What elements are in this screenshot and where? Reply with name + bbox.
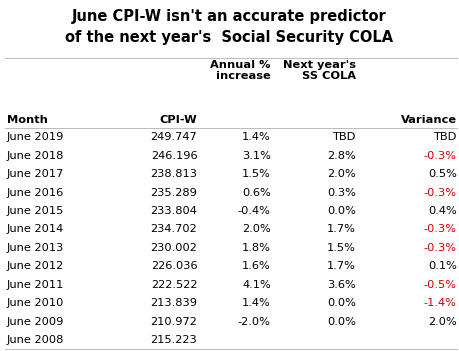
Text: 2.0%: 2.0%	[327, 169, 356, 179]
Text: 1.4%: 1.4%	[242, 298, 271, 308]
Text: -0.3%: -0.3%	[424, 151, 457, 161]
Text: 222.522: 222.522	[151, 280, 197, 290]
Text: June 2019: June 2019	[7, 132, 64, 142]
Text: June 2012: June 2012	[7, 261, 64, 271]
Text: 0.0%: 0.0%	[327, 206, 356, 216]
Text: 0.5%: 0.5%	[428, 169, 457, 179]
Text: June 2016: June 2016	[7, 188, 64, 198]
Text: 2.0%: 2.0%	[428, 317, 457, 326]
Text: 3.1%: 3.1%	[242, 151, 271, 161]
Text: 0.3%: 0.3%	[327, 188, 356, 198]
Text: Month: Month	[7, 115, 48, 125]
Text: 230.002: 230.002	[151, 243, 197, 253]
Text: CPI-W: CPI-W	[160, 115, 197, 125]
Text: TBD: TBD	[332, 132, 356, 142]
Text: 0.1%: 0.1%	[428, 261, 457, 271]
Text: 2.0%: 2.0%	[242, 225, 271, 234]
Text: 2.8%: 2.8%	[327, 151, 356, 161]
Text: 215.223: 215.223	[151, 335, 197, 345]
Text: 235.289: 235.289	[151, 188, 197, 198]
Text: -2.0%: -2.0%	[238, 317, 271, 326]
Text: of the next year's  Social Security COLA: of the next year's Social Security COLA	[66, 30, 393, 45]
Text: 233.804: 233.804	[151, 206, 197, 216]
Text: 246.196: 246.196	[151, 151, 197, 161]
Text: 226.036: 226.036	[151, 261, 197, 271]
Text: Annual %
increase: Annual % increase	[210, 60, 271, 81]
Text: 1.7%: 1.7%	[327, 261, 356, 271]
Text: -0.3%: -0.3%	[424, 243, 457, 253]
Text: 1.6%: 1.6%	[242, 261, 271, 271]
Text: Variance: Variance	[401, 115, 457, 125]
Text: 4.1%: 4.1%	[242, 280, 271, 290]
Text: -0.5%: -0.5%	[424, 280, 457, 290]
Text: 1.5%: 1.5%	[242, 169, 271, 179]
Text: 0.6%: 0.6%	[242, 188, 271, 198]
Text: June CPI-W isn't an accurate predictor: June CPI-W isn't an accurate predictor	[72, 9, 387, 24]
Text: June 2010: June 2010	[7, 298, 64, 308]
Text: June 2015: June 2015	[7, 206, 64, 216]
Text: 0.0%: 0.0%	[327, 298, 356, 308]
Text: 3.6%: 3.6%	[327, 280, 356, 290]
Text: 0.0%: 0.0%	[327, 317, 356, 326]
Text: Next year's
SS COLA: Next year's SS COLA	[283, 60, 356, 81]
Text: 1.5%: 1.5%	[327, 243, 356, 253]
Text: June 2018: June 2018	[7, 151, 64, 161]
Text: -0.3%: -0.3%	[424, 225, 457, 234]
Text: 0.4%: 0.4%	[428, 206, 457, 216]
Text: 213.839: 213.839	[151, 298, 197, 308]
Text: -1.4%: -1.4%	[424, 298, 457, 308]
Text: 1.8%: 1.8%	[242, 243, 271, 253]
Text: TBD: TBD	[433, 132, 457, 142]
Text: June 2008: June 2008	[7, 335, 64, 345]
Text: 249.747: 249.747	[151, 132, 197, 142]
Text: 234.702: 234.702	[151, 225, 197, 234]
Text: -0.4%: -0.4%	[238, 206, 271, 216]
Text: June 2014: June 2014	[7, 225, 64, 234]
Text: June 2011: June 2011	[7, 280, 64, 290]
Text: 210.972: 210.972	[151, 317, 197, 326]
Text: June 2013: June 2013	[7, 243, 64, 253]
Text: 1.4%: 1.4%	[242, 132, 271, 142]
Text: 1.7%: 1.7%	[327, 225, 356, 234]
Text: 238.813: 238.813	[151, 169, 197, 179]
Text: -0.3%: -0.3%	[424, 188, 457, 198]
Text: June 2009: June 2009	[7, 317, 64, 326]
Text: June 2017: June 2017	[7, 169, 64, 179]
